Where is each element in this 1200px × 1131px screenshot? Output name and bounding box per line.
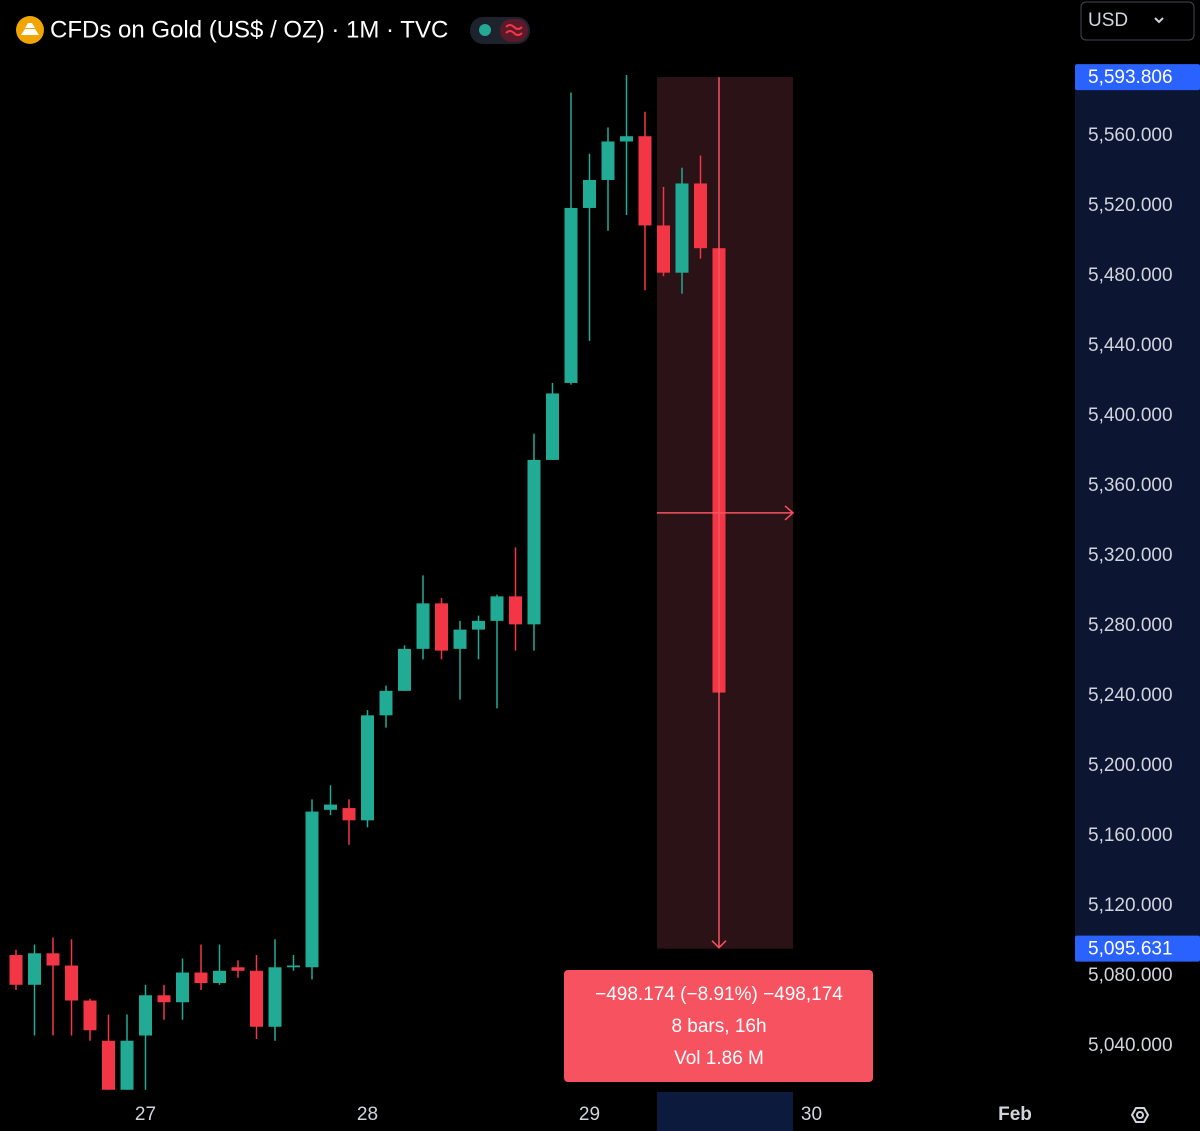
status-icon-glyph <box>505 24 523 36</box>
candle-body <box>194 972 208 984</box>
y-tick-label: 5,480.000 <box>1088 265 1173 286</box>
candle-body <box>657 225 670 273</box>
candle-body <box>268 967 282 1027</box>
price-label-box <box>1075 935 1200 962</box>
y-tick-label: 5,200.000 <box>1088 755 1173 776</box>
candle-body <box>694 183 707 249</box>
candle-body <box>342 808 356 821</box>
candle-body <box>453 629 467 649</box>
measure-arrow-head <box>711 940 727 949</box>
price-label-box <box>1075 64 1200 91</box>
candle-body <box>620 136 633 142</box>
price-label: 5,095.631 <box>1088 939 1173 960</box>
candle-body <box>638 136 652 226</box>
candle-body <box>305 811 319 968</box>
y-tick-label: 5,240.000 <box>1088 685 1173 706</box>
x-tick-label: 27 <box>135 1104 156 1125</box>
x-axis-range-highlight <box>657 1092 793 1131</box>
measure-arrow-head <box>784 505 795 521</box>
candle-body <box>472 620 485 630</box>
y-tick-label: 5,440.000 <box>1088 335 1173 356</box>
y-tick-label: 5,160.000 <box>1088 825 1173 846</box>
symbol-icon-glyph <box>21 23 39 35</box>
measure-info-text: Vol 1.86 M <box>674 1048 764 1069</box>
x-tick-label: 29 <box>579 1104 600 1125</box>
currency-dropdown[interactable] <box>1080 1 1195 41</box>
candle-body <box>583 179 596 208</box>
candle-body <box>287 965 300 968</box>
candle-body <box>398 648 411 691</box>
candle-body <box>527 459 541 625</box>
candle-body <box>83 1000 97 1031</box>
candle-body <box>564 207 578 383</box>
candle-body <box>139 995 152 1036</box>
candle-body <box>65 965 78 1001</box>
status-dot <box>479 24 491 36</box>
candle-body <box>46 953 60 966</box>
candle-body <box>601 141 615 180</box>
y-tick-label: 5,280.000 <box>1088 615 1173 636</box>
measure-info-text: 8 bars, 16h <box>671 1016 766 1037</box>
currency-label: USD <box>1088 10 1128 31</box>
candle-body <box>213 970 226 984</box>
candle-body <box>231 967 245 971</box>
candle-body <box>9 955 23 985</box>
y-tick-label: 5,120.000 <box>1088 895 1173 916</box>
candle-body <box>324 804 337 810</box>
settings-icon <box>1130 1107 1150 1123</box>
candle-body <box>379 690 393 716</box>
y-tick-label: 5,520.000 <box>1088 195 1173 216</box>
status-icon <box>500 19 528 42</box>
candle-body <box>435 603 448 651</box>
candle-body <box>490 596 504 621</box>
candle-body <box>250 970 263 1027</box>
candle-body <box>120 1040 134 1090</box>
candle-body <box>509 596 522 625</box>
axis-range-highlight <box>1075 77 1200 949</box>
measure-info-text: −498.174 (−8.91%) −498,174 <box>595 984 843 1005</box>
y-tick-label: 5,320.000 <box>1088 545 1173 566</box>
measure-info-box <box>564 970 873 1082</box>
settings-button[interactable] <box>1130 1107 1150 1123</box>
y-tick-label: 5,080.000 <box>1088 965 1173 986</box>
candle-body <box>416 603 430 649</box>
chart-title: CFDs on Gold (US$ / OZ) · 1M · TVC <box>50 16 448 43</box>
y-tick-label: 5,040.000 <box>1088 1035 1173 1056</box>
y-tick-label: 5,560.000 <box>1088 125 1173 146</box>
candle-body <box>157 995 171 1003</box>
x-tick-label: 28 <box>357 1104 378 1125</box>
x-tick-label: 30 <box>801 1104 822 1125</box>
candle-body <box>546 393 559 460</box>
dropdown-chevron <box>1154 17 1164 24</box>
price-label: 5,593.806 <box>1088 67 1173 88</box>
candle-body <box>102 1040 115 1090</box>
candle-body <box>28 953 41 985</box>
candle-body <box>361 715 374 821</box>
y-tick-label: 5,400.000 <box>1088 405 1173 426</box>
settings-icon <box>1136 1111 1144 1119</box>
x-tick-label: Feb <box>998 1104 1032 1125</box>
candle-body <box>675 183 689 273</box>
y-tick-label: 5,360.000 <box>1088 475 1173 496</box>
candle-body <box>176 972 189 1003</box>
